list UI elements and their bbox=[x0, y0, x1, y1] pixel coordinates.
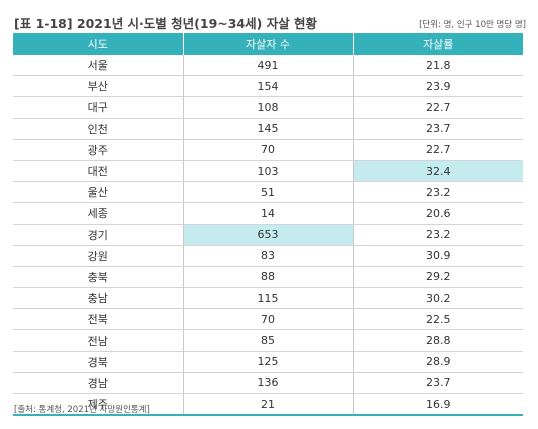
count-cell: 154 bbox=[182, 75, 353, 98]
table-row: 경기 653 23.2 bbox=[13, 224, 523, 246]
count-cell: 103 bbox=[182, 160, 353, 183]
rate-cell: 28.8 bbox=[352, 329, 523, 352]
region-cell: 경남 bbox=[13, 372, 183, 395]
region-cell: 충북 bbox=[13, 266, 183, 289]
region-cell: 경기 bbox=[13, 224, 183, 246]
count-cell: 70 bbox=[182, 308, 353, 331]
table-title: [표 1-18] 2021년 시·도별 청년(19~34세) 자살 현황 bbox=[14, 16, 318, 31]
rate-cell: 22.5 bbox=[352, 308, 523, 331]
header-row: 시도 자살자 수 자살률 bbox=[13, 33, 523, 55]
count-cell: 83 bbox=[182, 245, 353, 267]
rate-cell: 28.9 bbox=[352, 351, 523, 373]
table-row: 세종 14 20.6 bbox=[13, 202, 523, 225]
region-cell: 제주 bbox=[13, 393, 183, 417]
rate-cell: 16.9 bbox=[352, 393, 523, 417]
count-cell: 491 bbox=[182, 55, 353, 77]
rate-cell: 29.2 bbox=[352, 266, 523, 289]
suicide-stats-table: 시도 자살자 수 자살률 서울 491 21.8 부산 154 23.9 대구 108 22.7… bbox=[13, 33, 523, 417]
count-cell: 51 bbox=[182, 181, 353, 204]
header-suicide-count: 자살자 수 bbox=[182, 33, 353, 55]
count-cell: 653 bbox=[182, 224, 353, 246]
count-cell: 108 bbox=[182, 96, 353, 119]
table-row: 충남 115 30.2 bbox=[13, 287, 523, 310]
table-row: 인천 145 23.7 bbox=[13, 118, 523, 140]
source-note: [출처: 통계청, 2021년 사망원인통계] bbox=[14, 405, 150, 415]
table-row: 서울 491 21.8 bbox=[13, 55, 523, 77]
rate-cell: 22.7 bbox=[352, 96, 523, 119]
count-cell: 14 bbox=[182, 202, 353, 225]
table-row: 울산 51 23.2 bbox=[13, 181, 523, 204]
table-row: 강원 83 30.9 bbox=[13, 245, 523, 267]
table-row: 충북 88 29.2 bbox=[13, 266, 523, 289]
region-cell: 광주 bbox=[13, 139, 183, 161]
rate-cell: 21.8 bbox=[352, 55, 523, 77]
table-row: 제주 21 16.9 bbox=[13, 393, 523, 417]
region-cell: 대구 bbox=[13, 96, 183, 119]
table-row: 경북 125 28.9 bbox=[13, 351, 523, 373]
count-cell: 115 bbox=[182, 287, 353, 310]
count-cell: 21 bbox=[182, 393, 353, 417]
rate-cell: 20.6 bbox=[352, 202, 523, 225]
region-cell: 대전 bbox=[13, 160, 183, 183]
rate-cell: 23.2 bbox=[352, 224, 523, 246]
unit-note: [단위: 명, 인구 10만 명당 명] bbox=[419, 20, 526, 30]
count-cell: 85 bbox=[182, 329, 353, 352]
count-cell: 145 bbox=[182, 118, 353, 140]
count-cell: 88 bbox=[182, 266, 353, 289]
region-cell: 서울 bbox=[13, 55, 183, 77]
header-suicide-rate: 자살률 bbox=[352, 33, 523, 55]
region-cell: 충남 bbox=[13, 287, 183, 310]
table-body: 서울 491 21.8 부산 154 23.9 대구 108 22.7 인천 145 23.7 광주 70… bbox=[13, 55, 523, 417]
region-cell: 인천 bbox=[13, 118, 183, 140]
table-row: 부산 154 23.9 bbox=[13, 75, 523, 98]
region-cell: 경북 bbox=[13, 351, 183, 373]
rate-cell: 23.7 bbox=[352, 372, 523, 395]
header-region: 시도 bbox=[13, 33, 183, 55]
region-cell: 울산 bbox=[13, 181, 183, 204]
rate-cell: 30.2 bbox=[352, 287, 523, 310]
rate-cell: 32.4 bbox=[352, 160, 523, 183]
table-row: 대구 108 22.7 bbox=[13, 96, 523, 119]
table-row: 경남 136 23.7 bbox=[13, 372, 523, 395]
count-cell: 125 bbox=[182, 351, 353, 373]
rate-cell: 22.7 bbox=[352, 139, 523, 161]
region-cell: 부산 bbox=[13, 75, 183, 98]
rate-cell: 23.9 bbox=[352, 75, 523, 98]
region-cell: 세종 bbox=[13, 202, 183, 225]
rate-cell: 30.9 bbox=[352, 245, 523, 267]
table-row: 광주 70 22.7 bbox=[13, 139, 523, 161]
rate-cell: 23.7 bbox=[352, 118, 523, 140]
count-cell: 70 bbox=[182, 139, 353, 161]
table-row: 전북 70 22.5 bbox=[13, 308, 523, 331]
region-cell: 강원 bbox=[13, 245, 183, 267]
region-cell: 전북 bbox=[13, 308, 183, 331]
table-row: 전남 85 28.8 bbox=[13, 329, 523, 352]
table-row: 대전 103 32.4 bbox=[13, 160, 523, 183]
rate-cell: 23.2 bbox=[352, 181, 523, 204]
count-cell: 136 bbox=[182, 372, 353, 395]
region-cell: 전남 bbox=[13, 329, 183, 352]
